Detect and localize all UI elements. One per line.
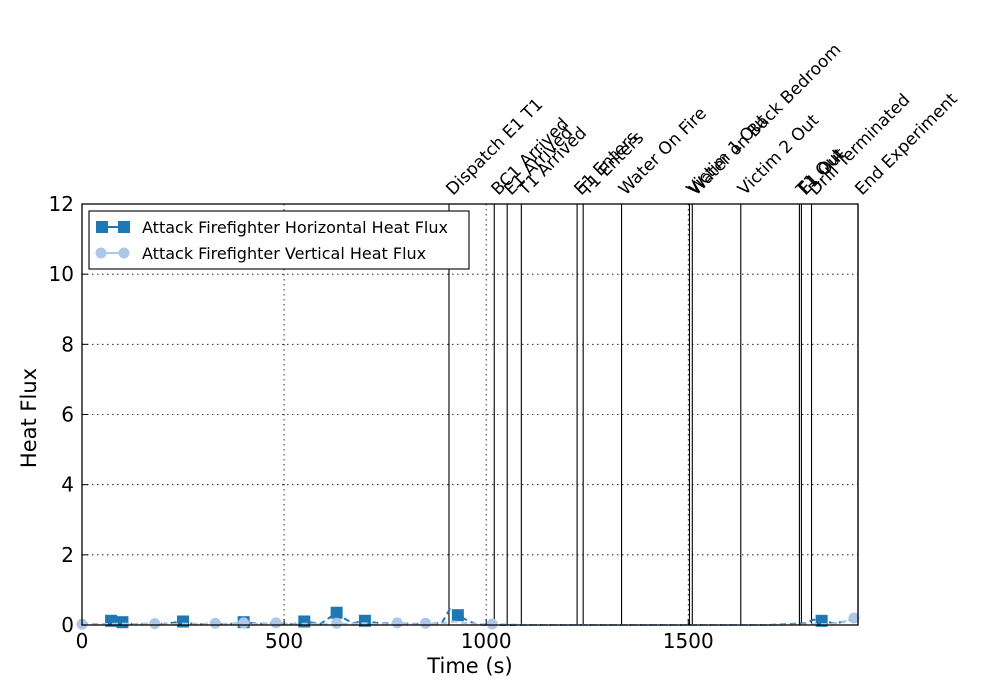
data-point-circle [209, 617, 221, 629]
y-tick-label: 8 [61, 332, 74, 356]
legend-marker-circle [95, 247, 107, 259]
x-axis-label: Time (s) [426, 654, 512, 678]
legend-marker-square [96, 221, 108, 233]
legend-label-vertical: Attack Firefighter Vertical Heat Flux [142, 244, 426, 263]
data-point-square [330, 606, 343, 619]
data-point-circle [391, 617, 403, 629]
series-line-vertical [82, 614, 859, 626]
y-tick-label: 4 [61, 473, 74, 497]
data-point-circle [331, 617, 343, 629]
data-point-circle [270, 617, 282, 629]
x-tick-label: 500 [265, 629, 303, 653]
y-tick-label: 12 [49, 192, 74, 216]
data-point-square [451, 609, 464, 622]
axis-ticks: 0 500 1000 1500 0 2 4 6 8 10 12 [49, 192, 714, 653]
data-point-circle [420, 617, 432, 629]
data-point-circle [486, 618, 498, 630]
data-point-square [177, 615, 190, 628]
grid [82, 204, 858, 625]
legend-marker-square [118, 221, 130, 233]
data-point-circle [848, 612, 860, 624]
legend: Attack Firefighter Horizontal Heat Flux … [88, 210, 470, 270]
x-tick-label: 1500 [663, 629, 714, 653]
data-point-circle [238, 617, 250, 629]
legend-label-horizontal: Attack Firefighter Horizontal Heat Flux [142, 218, 448, 237]
data-point-square [298, 615, 311, 628]
x-tick-label: 1000 [461, 629, 512, 653]
series-line-horizontal [81, 607, 859, 626]
data-point-square [116, 616, 129, 629]
y-tick-label: 6 [61, 403, 74, 427]
data-series [76, 606, 860, 630]
data-point-circle [149, 618, 161, 630]
legend-marker-circle [118, 247, 130, 259]
y-tick-label: 2 [61, 543, 74, 567]
legend-box [88, 210, 470, 270]
y-tick-label: 0 [61, 613, 74, 637]
x-tick-label: 0 [76, 629, 89, 653]
y-axis-label: Heat Flux [17, 368, 41, 468]
y-tick-label: 10 [49, 262, 74, 286]
